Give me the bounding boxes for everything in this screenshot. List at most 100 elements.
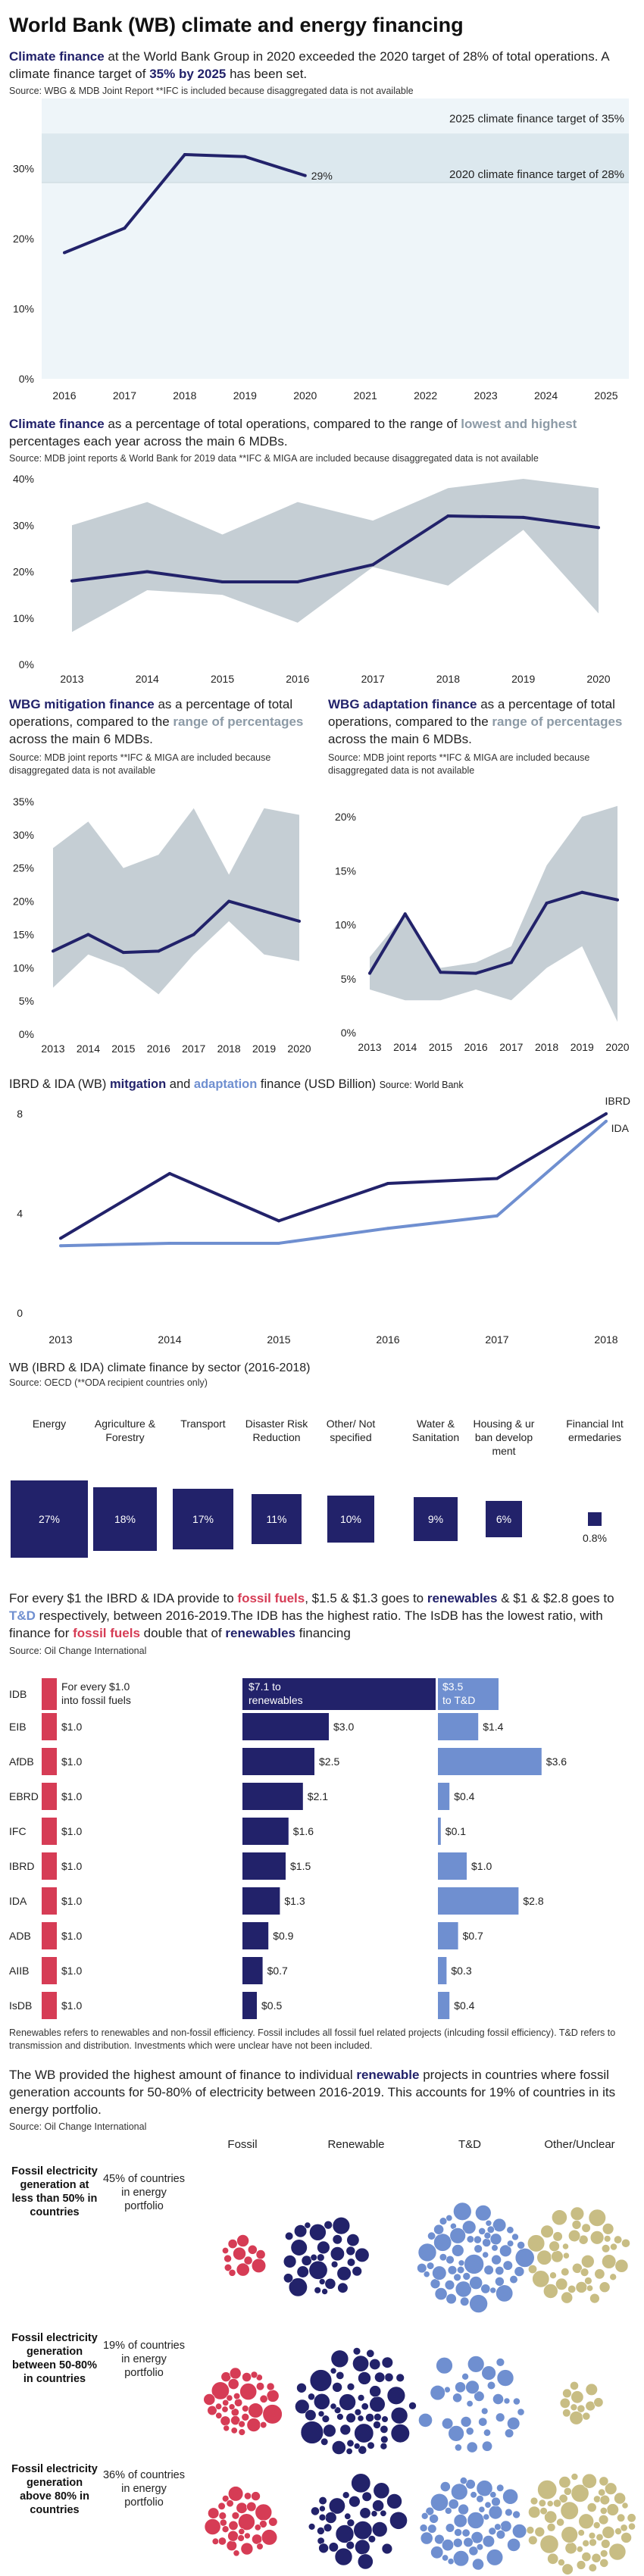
series-line-ibrd xyxy=(59,1112,608,1240)
x-tick-label: 2017 xyxy=(113,389,136,402)
bubble xyxy=(369,2358,381,2370)
y-tick-label: 10% xyxy=(13,303,34,315)
bubble xyxy=(236,2502,248,2514)
fossil-value: $1.0 xyxy=(61,1755,82,1768)
bubble xyxy=(491,2244,499,2252)
data-point xyxy=(386,1227,389,1230)
bubble xyxy=(367,2535,377,2543)
y-tick-label: 30% xyxy=(13,163,34,175)
data-point xyxy=(616,898,619,902)
bubble xyxy=(370,2510,378,2518)
bubble xyxy=(465,2479,476,2490)
bubble xyxy=(470,2531,483,2544)
intro-text: Climate finance at the World Bank Group … xyxy=(9,48,635,83)
x-tick-label: 2015 xyxy=(267,1333,290,1346)
bubble xyxy=(317,2253,325,2262)
y-tick-label: 20% xyxy=(335,811,356,823)
bubble xyxy=(314,2287,321,2294)
bubble xyxy=(215,2412,223,2419)
bubble xyxy=(452,2393,462,2403)
bubble xyxy=(483,2265,494,2275)
bubble xyxy=(608,2543,627,2561)
sec6-part3: & $1 & $2.8 goes to xyxy=(497,1591,614,1605)
bubble xyxy=(538,2499,546,2507)
data-point xyxy=(496,1177,499,1180)
bubble xyxy=(514,2266,525,2277)
bubble xyxy=(228,2403,236,2411)
bubble xyxy=(484,2501,492,2509)
bubble xyxy=(261,2529,278,2546)
bubble xyxy=(580,2255,595,2268)
bubble xyxy=(301,2255,312,2266)
bubble xyxy=(517,2408,525,2416)
x-tick-label: 2017 xyxy=(499,1041,523,1053)
sec6-part1: For every $1 the IBRD & IDA provide to xyxy=(9,1591,238,1605)
bubble xyxy=(352,2355,370,2372)
sector-label: Housing & ur ban develop ment xyxy=(473,1418,535,1457)
bubble xyxy=(238,2420,245,2428)
bubble xyxy=(436,2357,453,2374)
data-point xyxy=(298,919,301,923)
chart-mdb-energy-ratio: IDB EIB $1.0 $3.0 $1.4 AfDB $1.0 $2.5 $3.6 EBRD $1… xyxy=(9,1678,567,2019)
wb-line xyxy=(52,899,300,955)
bubble xyxy=(259,2520,267,2528)
sec3a-highlight: WBG mitigation finance xyxy=(9,697,155,711)
bubble xyxy=(444,2280,455,2290)
bubble xyxy=(558,2493,568,2503)
sec4-text: IBRD & IDA (WB) mitgation and adaptation… xyxy=(9,1076,464,1094)
chart-mitigation-range: 0% 5% 10% 15% 20% 25% 30% 35% 2013 2014 2015 2016 20… xyxy=(13,796,311,1055)
data-point xyxy=(580,890,584,894)
bubble xyxy=(555,2277,568,2290)
bubble xyxy=(430,2385,445,2401)
y-tick-label: 35% xyxy=(13,796,34,808)
bubble xyxy=(546,2499,554,2507)
y-tick-label: 20% xyxy=(13,233,34,245)
bubble xyxy=(448,2425,464,2442)
fossil-bar xyxy=(42,1957,57,1984)
bubble xyxy=(300,2421,324,2444)
bubble xyxy=(332,2382,342,2393)
bank-label: EIB xyxy=(9,1721,27,1733)
data-point xyxy=(168,1171,171,1175)
bubble xyxy=(503,2397,511,2405)
bubble xyxy=(606,2503,619,2516)
bubble xyxy=(355,2539,370,2555)
bubble xyxy=(589,2293,600,2304)
bubble xyxy=(227,2378,239,2390)
bubble xyxy=(549,2240,560,2252)
bubble xyxy=(526,2526,535,2534)
bubble xyxy=(460,2296,470,2306)
renew-value: $2.5 xyxy=(319,1755,339,1768)
data-point xyxy=(368,971,371,975)
range-band xyxy=(53,808,299,995)
sector-value: 9% xyxy=(427,1512,444,1525)
sec4-part-end: finance (USD Billion) xyxy=(257,1077,380,1091)
renew-header-line: renewables xyxy=(249,1694,303,1706)
bubble xyxy=(390,2406,408,2424)
bubble xyxy=(546,2522,556,2532)
bubble xyxy=(238,2528,245,2535)
intro-source: Source: WBG & MDB Joint Report **IFC is … xyxy=(9,86,414,96)
bubble xyxy=(285,2231,294,2240)
bubble xyxy=(598,2488,606,2496)
x-tick-label: 2016 xyxy=(52,389,76,402)
bubble xyxy=(599,2506,608,2515)
bubble xyxy=(339,2424,352,2436)
bubble xyxy=(308,2523,316,2531)
bubble xyxy=(242,2405,249,2412)
renew-bar xyxy=(242,1957,263,1984)
sec7-renewable: renewable xyxy=(356,2068,420,2082)
bubble xyxy=(323,2424,336,2437)
bubble-row-label: Fossil electricity generation above 80% … xyxy=(11,2463,98,2516)
bubble xyxy=(317,2527,325,2535)
bubble xyxy=(369,2385,382,2398)
bubble xyxy=(483,2231,492,2240)
bubble xyxy=(357,2415,364,2422)
bubble xyxy=(296,2265,309,2278)
bubble xyxy=(476,2543,484,2551)
bubble xyxy=(330,2367,337,2374)
bubble xyxy=(445,2293,457,2305)
sector-label: Transport xyxy=(180,1418,226,1430)
bubble xyxy=(492,2393,504,2405)
bubble xyxy=(426,2262,435,2270)
